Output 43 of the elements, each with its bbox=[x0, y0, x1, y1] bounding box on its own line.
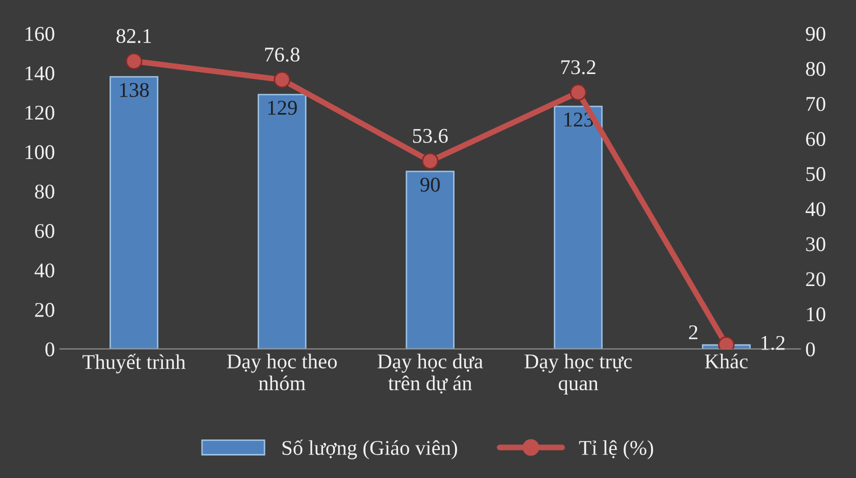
bar bbox=[258, 94, 306, 349]
y2-tick-label: 80 bbox=[806, 62, 826, 76]
y-tick-label: 160 bbox=[26, 26, 54, 41]
y2-tick-label: 20 bbox=[806, 272, 826, 286]
y-tick-label: 0 bbox=[45, 342, 54, 356]
y-tick-label: 120 bbox=[26, 106, 54, 120]
data-label: 82.1 bbox=[116, 28, 151, 44]
y-tick-label: 100 bbox=[26, 145, 54, 160]
y2-tick-label: 40 bbox=[806, 202, 826, 216]
data-label: 138 bbox=[120, 82, 149, 98]
y-tick-label: 80 bbox=[35, 184, 54, 199]
data-label: 90 bbox=[420, 178, 440, 192]
data-label: 73.2 bbox=[561, 60, 596, 74]
point bbox=[126, 52, 142, 70]
data-label: 76.8 bbox=[265, 48, 300, 62]
legend-label: Số lượng (Giáo viên) bbox=[282, 440, 458, 460]
legend-label: Tỉ lệ (%) bbox=[579, 440, 654, 460]
y2-tick-label: 60 bbox=[806, 132, 826, 146]
y2-tick-label: 50 bbox=[806, 167, 826, 182]
data-label: 1.2 bbox=[761, 336, 785, 350]
bar bbox=[406, 170, 455, 349]
y2-tick-label: 30 bbox=[806, 237, 826, 252]
y-tick-label: 40 bbox=[34, 263, 54, 278]
x-tick-label: Dạy học dựa trên dự án bbox=[378, 354, 483, 394]
y-tick-label: 20 bbox=[35, 302, 54, 317]
bar bbox=[110, 76, 158, 349]
y-tick-label: 140 bbox=[26, 66, 54, 80]
x-tick-label: Dạy học trực quan bbox=[524, 354, 632, 395]
y-tick-label: 60 bbox=[35, 224, 54, 238]
data-label: 2 bbox=[689, 325, 698, 340]
y2-tick-label: 0 bbox=[806, 342, 815, 356]
bar bbox=[554, 106, 603, 349]
y2-tick-label: 70 bbox=[806, 96, 826, 111]
point bbox=[570, 84, 587, 101]
x-tick-label: Thuyết trình bbox=[82, 354, 186, 374]
point bbox=[422, 152, 438, 170]
data-label: 53.6 bbox=[413, 128, 448, 144]
data-label: 129 bbox=[268, 100, 297, 115]
y2-tick-label: 10 bbox=[807, 307, 826, 322]
x-tick-label: Khác bbox=[704, 354, 748, 368]
x-tick-label: Dạy học theo nhóm bbox=[227, 354, 337, 390]
point bbox=[274, 71, 290, 88]
y2-tick-label: 90 bbox=[806, 26, 826, 41]
